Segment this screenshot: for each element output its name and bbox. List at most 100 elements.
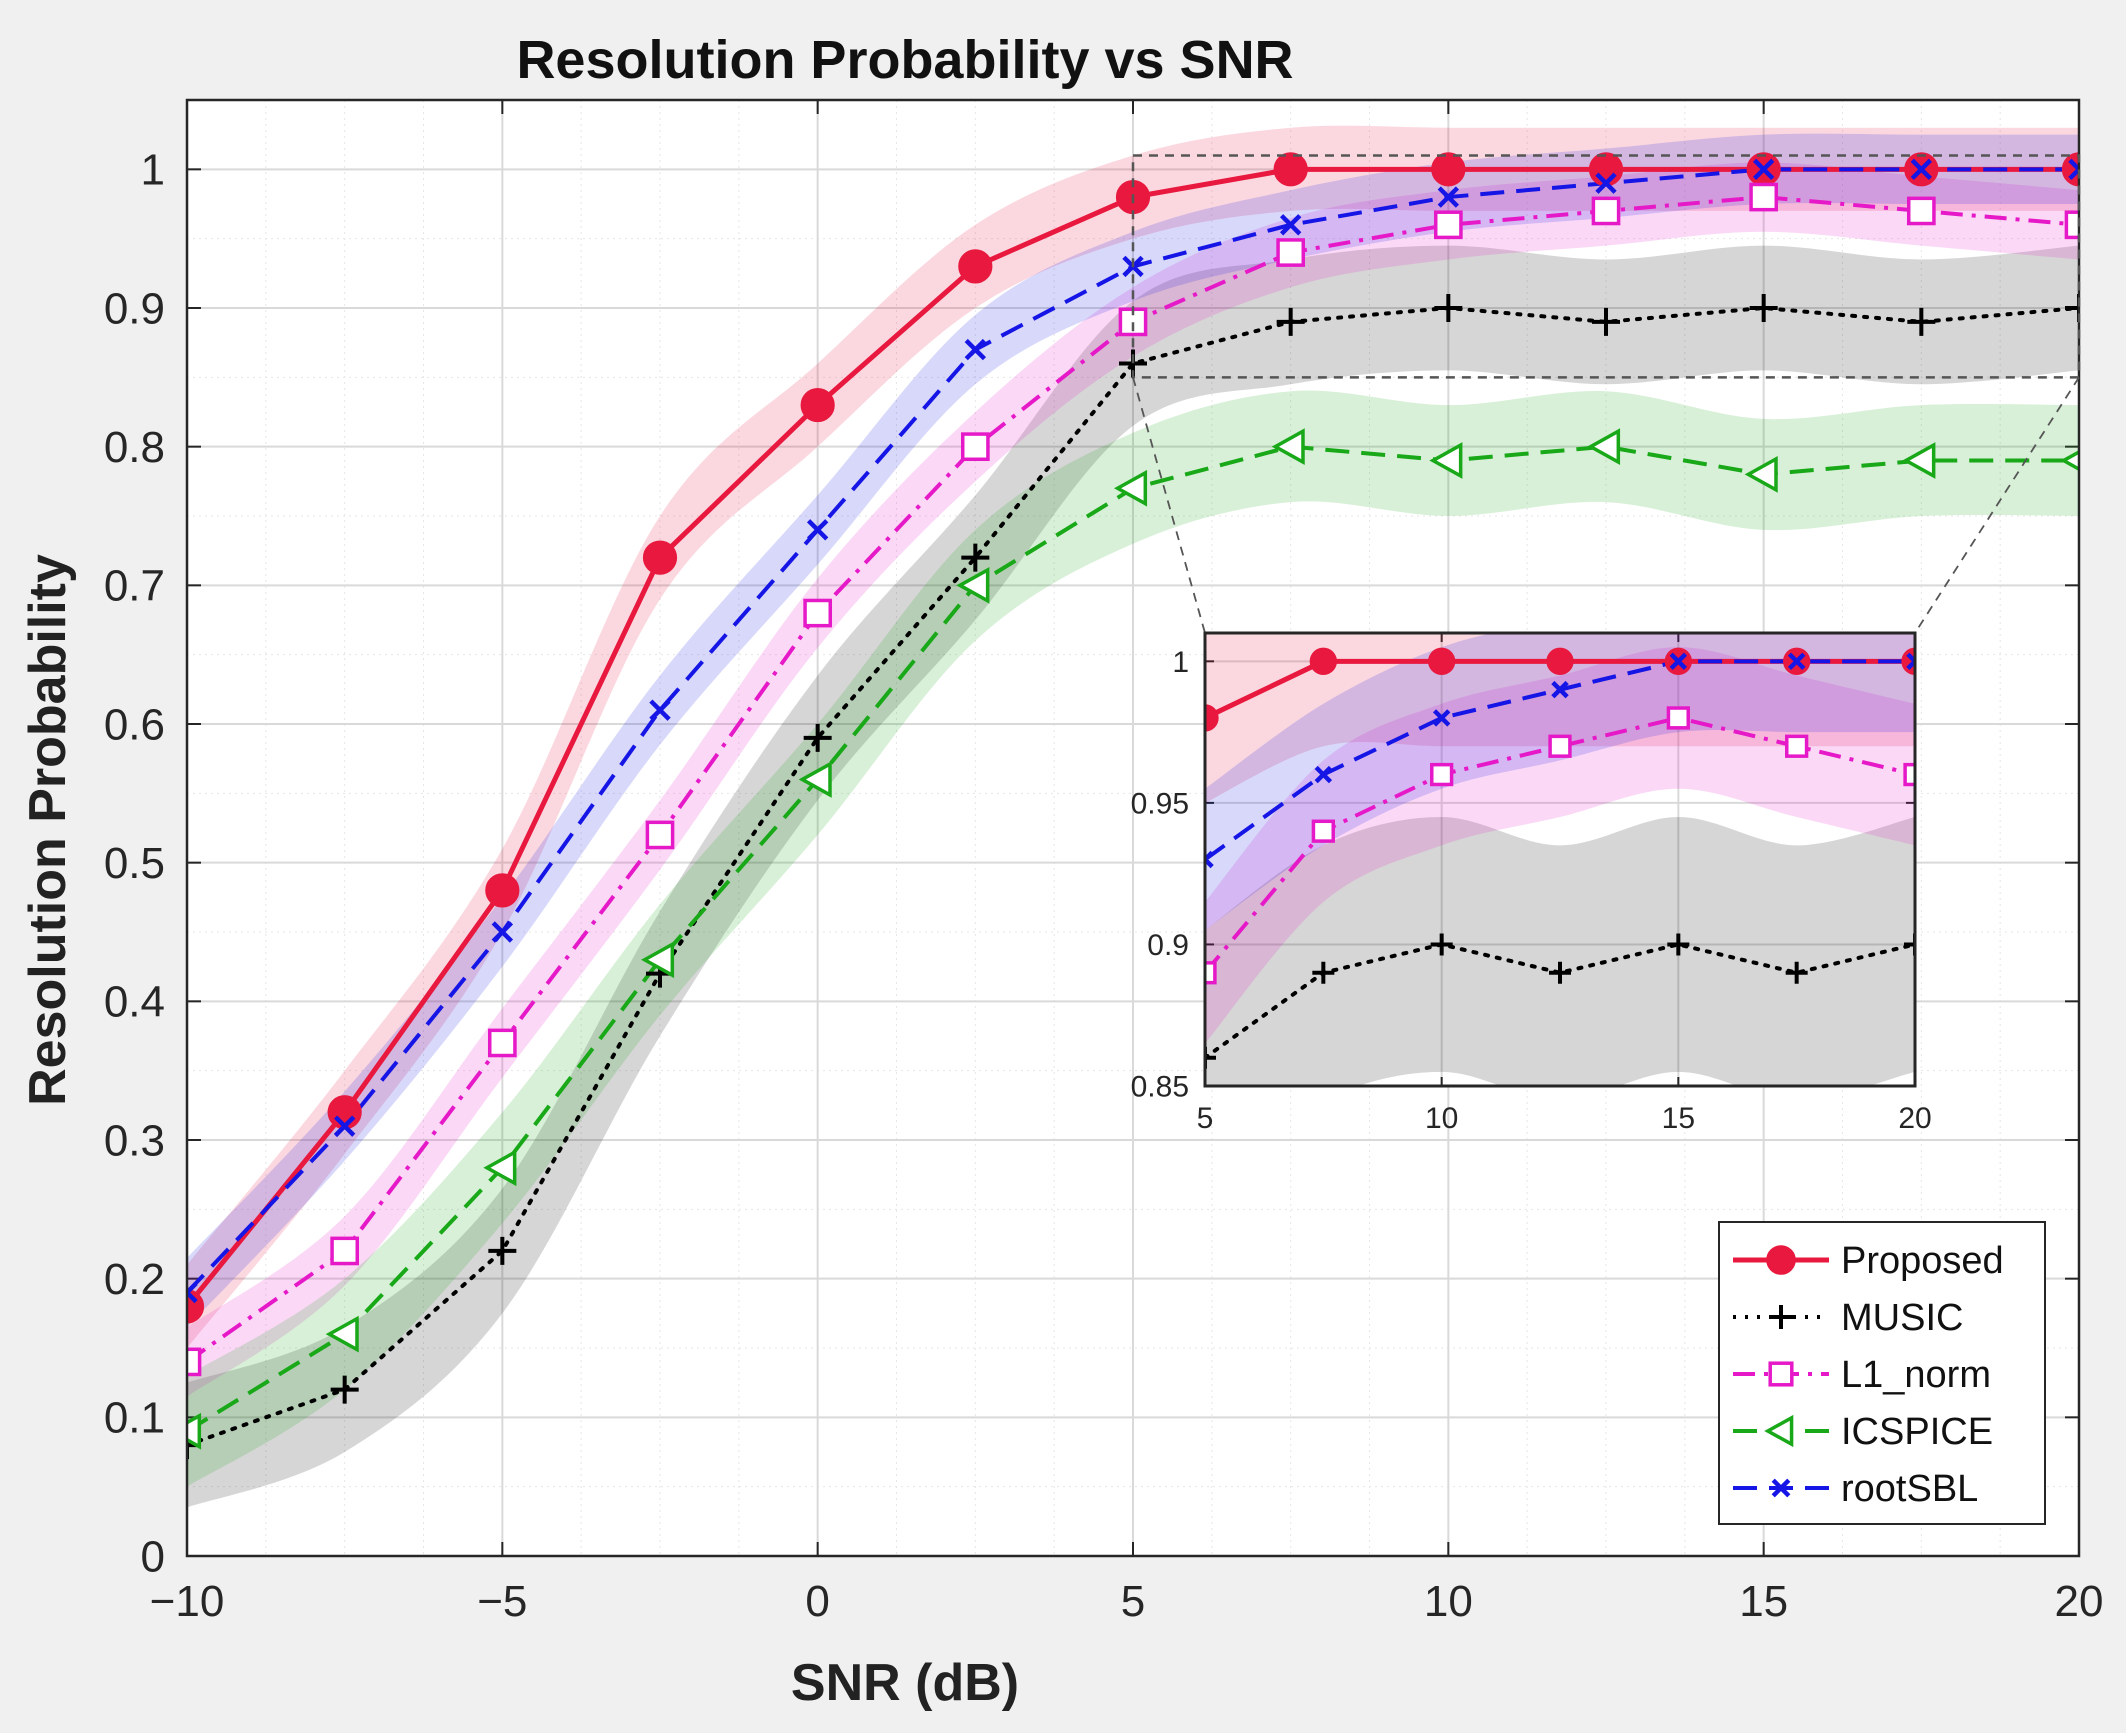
legend-label: L1_norm <box>1841 1354 1991 1396</box>
legend-item-l1-norm: L1_norm <box>1733 1354 1991 1396</box>
marker-icspice <box>483 1149 517 1187</box>
marker-l1-norm <box>1666 706 1690 730</box>
marker-proposed <box>1546 647 1574 675</box>
legend-label: ICSPICE <box>1841 1411 1993 1453</box>
y-tick-label: 0.4 <box>104 978 165 1027</box>
y-tick-label: 0.7 <box>104 562 165 611</box>
marker-rootsbl <box>1669 652 1688 671</box>
y-tick-label: 0.9 <box>1147 929 1189 962</box>
marker-l1-norm <box>1749 182 1779 212</box>
marker-icspice <box>1429 442 1463 479</box>
marker-l1-norm <box>803 598 833 628</box>
marker-rootsbl <box>333 1115 356 1137</box>
y-tick-label: 0.9 <box>104 284 165 333</box>
chart-title: Resolution Probability vs SNR <box>516 30 1293 90</box>
legend-label: rootSBL <box>1841 1468 1978 1510</box>
y-tick-label: 0.6 <box>104 700 165 749</box>
marker-l1-norm <box>487 1028 517 1058</box>
confidence-band-rootsbl <box>1205 633 1915 931</box>
zoom-region-box <box>1131 154 2081 379</box>
markers-music <box>1205 933 1915 1069</box>
marker-proposed <box>1205 704 1219 732</box>
marker-music <box>1276 307 1305 336</box>
marker-l1-norm <box>1785 734 1809 758</box>
marker-icspice <box>1113 469 1148 507</box>
confidence-band-proposed <box>187 125 2079 1349</box>
confidence-band-proposed <box>1205 633 1915 803</box>
inset-axes-frame <box>1203 631 1917 1088</box>
markers-rootsbl <box>1205 652 1915 869</box>
marker-l1-norm <box>1205 961 1217 985</box>
inset-series-group <box>1205 633 1915 1086</box>
marker-icspice <box>1271 428 1305 466</box>
marker-music <box>1312 961 1335 984</box>
x-tick-label: 0 <box>805 1577 829 1626</box>
y-tick-label: 0.85 <box>1131 1071 1189 1104</box>
marker-rootsbl <box>1787 652 1806 671</box>
marker-l1-norm <box>1548 734 1572 758</box>
marker-l1-norm <box>1768 1361 1794 1387</box>
marker-l1-norm <box>960 432 990 462</box>
markers-icspice <box>187 428 2079 1450</box>
marker-icspice <box>1744 456 1778 493</box>
x-tick-label: 20 <box>2055 1577 2104 1626</box>
marker-music <box>488 1236 517 1265</box>
marker-rootsbl <box>964 338 987 361</box>
y-axis-label: Resolution Probability <box>19 554 77 1106</box>
confidence-band-music <box>1205 817 1915 1086</box>
legend-item-rootsbl: rootSBL <box>1733 1468 1978 1510</box>
marker-music <box>330 1375 359 1404</box>
y-tick-label: 0.2 <box>104 1255 165 1304</box>
marker-music <box>1749 294 1778 322</box>
marker-rootsbl <box>1205 850 1214 869</box>
marker-music <box>1667 933 1690 956</box>
x-tick-label: 10 <box>1425 1102 1458 1135</box>
marker-rootsbl <box>1551 680 1569 699</box>
marker-music <box>1907 307 1936 336</box>
marker-proposed <box>1309 647 1337 675</box>
marker-l1-norm <box>1276 238 1306 267</box>
legend-item-music: MUSIC <box>1733 1297 1963 1339</box>
y-tick-label: 0 <box>141 1532 165 1581</box>
marker-proposed <box>1766 1245 1796 1275</box>
legend: Proposed MUSIC L1_norm ICSPICE rootSBL <box>1718 1221 2046 1525</box>
marker-rootsbl <box>187 1281 198 1304</box>
marker-music <box>2065 294 2079 322</box>
marker-music <box>1769 1305 1793 1329</box>
x-tick-label: −10 <box>150 1577 225 1626</box>
marker-icspice <box>2059 449 2079 472</box>
marker-proposed <box>958 249 993 284</box>
confidence-band-l1-norm <box>1205 647 1915 1044</box>
marker-music <box>1549 961 1571 984</box>
marker-rootsbl <box>649 699 671 721</box>
x-axis-label: SNR (dB) <box>791 1654 1019 1712</box>
marker-l1-norm <box>1906 196 1936 226</box>
marker-l1-norm <box>1430 762 1454 787</box>
x-tick-label: 5 <box>1121 1577 1145 1626</box>
marker-rootsbl <box>1314 765 1333 784</box>
marker-rootsbl <box>1906 652 1915 671</box>
legend-label: Proposed <box>1841 1240 2004 1282</box>
marker-proposed <box>1428 647 1456 675</box>
y-tick-label: 0.95 <box>1131 787 1189 820</box>
x-tick-label: 10 <box>1424 1577 1473 1626</box>
marker-rootsbl <box>1437 186 1460 208</box>
marker-icspice <box>1764 1414 1794 1448</box>
y-tick-label: 0.1 <box>104 1394 165 1443</box>
marker-music <box>1592 307 1620 336</box>
y-tick-label: 1 <box>141 146 165 195</box>
marker-proposed <box>1431 152 1466 187</box>
x-tick-label: 5 <box>1197 1102 1214 1135</box>
zoom-connector-left <box>1132 377 1206 634</box>
inset-axes-background <box>1205 633 1915 1086</box>
marker-rootsbl <box>2068 158 2079 181</box>
marker-music <box>1430 933 1453 956</box>
marker-l1-norm <box>1311 819 1335 843</box>
marker-music <box>803 723 832 752</box>
marker-music <box>1904 933 1915 956</box>
confidence-band-icspice <box>187 390 2079 1487</box>
y-tick-label: 1 <box>1172 646 1189 679</box>
